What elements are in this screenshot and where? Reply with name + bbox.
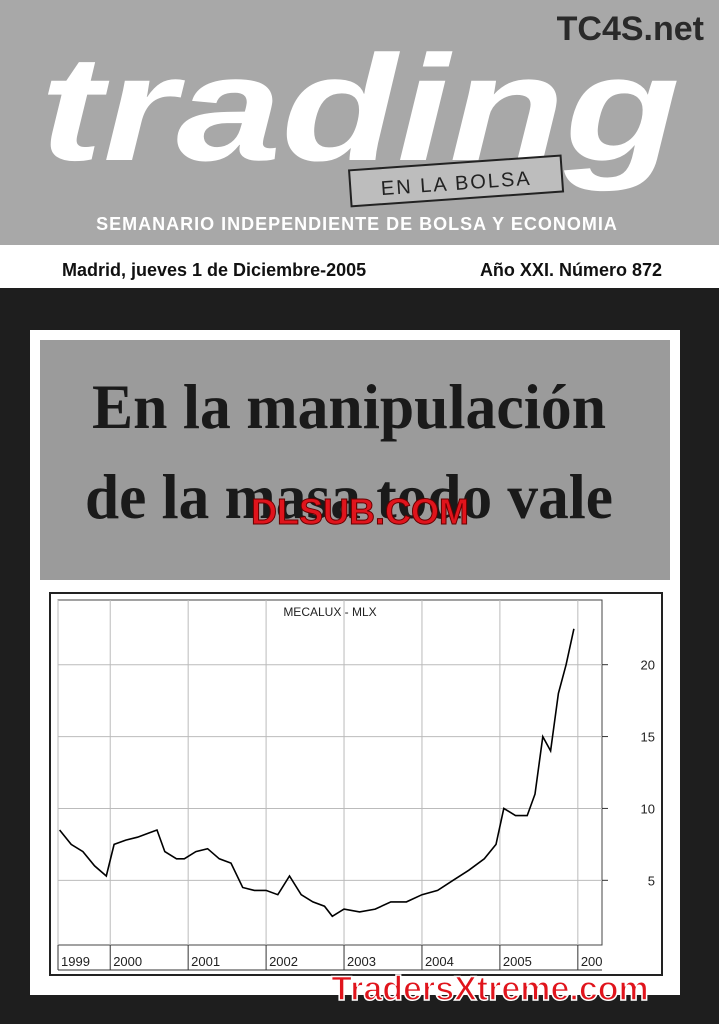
chart: MECALUX - MLX 5 10 15 20 1999 2000 2001 2002 2003… <box>57 599 655 971</box>
x-tick-label: 2000 <box>113 954 142 969</box>
dateline: Madrid, jueves 1 de Diciembre-2005 <box>62 260 366 280</box>
x-tick-label: 1999 <box>61 954 90 969</box>
x-tick-label: 2002 <box>269 954 298 969</box>
y-tick-label: 10 <box>641 801 655 816</box>
logo: TC4S.net <box>557 10 704 48</box>
price-line <box>58 628 575 918</box>
watermark: DLSUB.COM <box>251 491 469 532</box>
x-tick-label: 2001 <box>191 954 220 969</box>
headline-line: de la masa todo vale <box>85 461 613 532</box>
y-tick-label: 20 <box>641 658 655 673</box>
watermark: TradersXtreme.com <box>331 970 649 1008</box>
headline-line: En la manipulación <box>92 371 606 442</box>
chart-frame <box>49 592 663 976</box>
chart-title: MECALUX - MLX <box>283 605 376 619</box>
y-tick-label: 15 <box>641 730 655 745</box>
x-tick-label: 200 <box>581 954 603 969</box>
tag-box: EN LA BOLSA <box>348 154 565 208</box>
x-tick-label: 2004 <box>425 954 454 969</box>
subtitle: SEMANARIO INDEPENDIENTE DE BOLSA Y ECONO… <box>96 214 618 234</box>
y-tick-label: 5 <box>648 873 655 888</box>
headline-box <box>40 340 670 580</box>
dateline-band <box>0 245 719 288</box>
tag-frame <box>348 154 565 208</box>
issue: Año XXI. Número 872 <box>480 260 662 280</box>
masthead-title: trading <box>40 24 680 192</box>
x-tick-label: 2005 <box>503 954 532 969</box>
x-tick-label: 2003 <box>347 954 376 969</box>
